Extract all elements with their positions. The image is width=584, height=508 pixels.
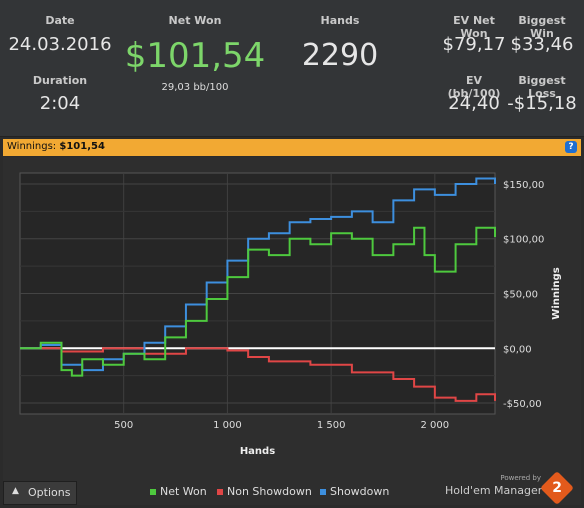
legend-showdown: Showdown xyxy=(320,485,389,498)
date-label: Date xyxy=(45,14,75,27)
biggest-loss-label: Biggest Loss xyxy=(518,74,566,100)
legend-net-won-swatch xyxy=(150,489,156,495)
y-tick-label: $0,00 xyxy=(503,344,532,355)
net-won-label: Net Won xyxy=(168,14,222,27)
legend-showdown-swatch xyxy=(320,489,326,495)
net-won-value: $101,54 xyxy=(124,36,266,76)
net-won-bb100: 29,03 bb/100 xyxy=(161,82,229,93)
options-button[interactable]: ▲ Options xyxy=(3,481,77,505)
help-icon[interactable]: ? xyxy=(565,141,577,153)
brand-logo: Powered by Hold'em Manager 2 xyxy=(445,471,575,505)
y-axis-label: Winnings xyxy=(551,267,562,319)
x-tick-label: 1 500 xyxy=(317,420,346,431)
y-tick-label: $150,00 xyxy=(503,180,544,191)
duration-value: 2:04 xyxy=(39,93,81,114)
hands-value: 2290 xyxy=(301,38,379,73)
x-axis-label: Hands xyxy=(240,446,275,457)
biggest-win-value: $33,46 xyxy=(510,34,574,55)
legend-showdown-label: Showdown xyxy=(330,485,390,498)
stats-panel: Date 24.03.2016 Duration 2:04 Net Won $1… xyxy=(0,0,584,137)
ev-net-won-label: EV Net Won xyxy=(453,14,495,40)
legend-non-showdown: Non Showdown xyxy=(217,485,312,498)
y-tick-label: $50,00 xyxy=(503,290,538,301)
x-tick-label: 1 000 xyxy=(213,420,242,431)
winnings-chart: 500 1 000 1 500 2 000 -$50,00 $0,00 $50,00 $100… xyxy=(3,157,581,505)
hands-label: Hands xyxy=(320,14,360,27)
duration-label: Duration xyxy=(32,74,88,87)
brand-name: Hold'em Manager xyxy=(445,484,543,497)
chevron-up-icon: ▲ xyxy=(12,486,19,496)
winnings-bar-text: Winnings: $101,54 xyxy=(7,141,105,152)
legend-net-won-label: Net Won xyxy=(160,485,207,498)
biggest-win-label: Biggest Win xyxy=(518,14,566,40)
legend-net-won: Net Won xyxy=(150,485,207,498)
winnings-value: $101,54 xyxy=(59,141,105,152)
powered-by: Powered by xyxy=(500,474,541,482)
options-label: Options xyxy=(28,486,71,499)
x-tick-label: 500 xyxy=(114,420,133,431)
legend-non-showdown-label: Non Showdown xyxy=(227,485,312,498)
ev-bb100-value: 24,40 xyxy=(448,93,500,114)
ev-net-won-value: $79,17 xyxy=(442,34,506,55)
logo-number: 2 xyxy=(552,480,562,496)
series-line-net-won xyxy=(20,226,496,377)
y-tick-label: $100,00 xyxy=(503,235,544,246)
biggest-loss-value: -$15,18 xyxy=(507,93,577,114)
chart-svg: 500 1 000 1 500 2 000 -$50,00 $0,00 $50,00 $100… xyxy=(19,172,562,457)
legend-non-showdown-swatch xyxy=(217,489,223,495)
ev-bb100-label: EV (bb/100) xyxy=(447,74,501,100)
date-value: 24.03.2016 xyxy=(8,34,112,55)
y-tick-label: -$50,00 xyxy=(503,399,542,410)
x-tick-label: 2 000 xyxy=(421,420,450,431)
winnings-bar: Winnings: $101,54 ? xyxy=(3,139,581,156)
winnings-label: Winnings: xyxy=(7,141,57,152)
